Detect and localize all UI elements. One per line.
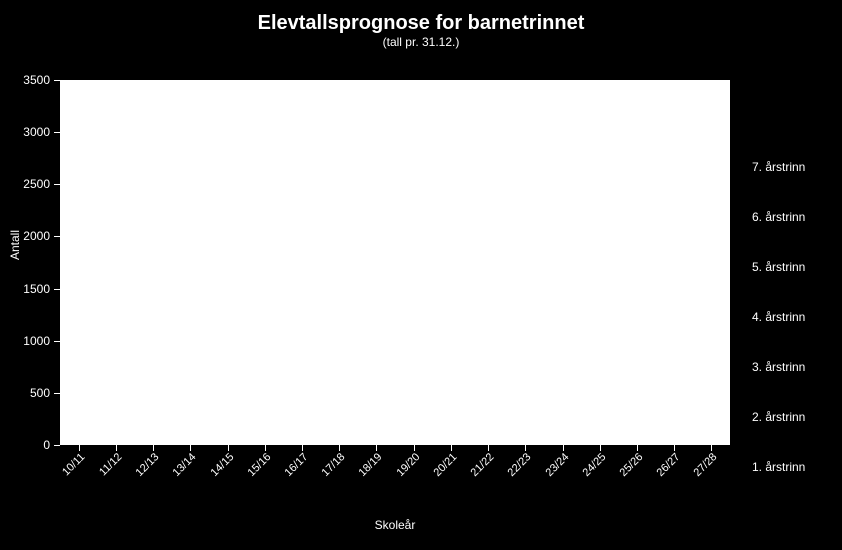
x-tick-mark <box>116 445 117 451</box>
y-tick-mark <box>54 393 60 394</box>
legend-swatch <box>740 213 748 221</box>
x-tick-mark <box>451 445 452 451</box>
x-tick-label: 16/17 <box>282 451 310 479</box>
x-tick-mark <box>674 445 675 451</box>
y-tick-label: 1000 <box>0 334 50 348</box>
x-tick-mark <box>376 445 377 451</box>
legend-item: 1. årstrinn <box>740 460 830 474</box>
y-tick-mark <box>54 341 60 342</box>
x-tick-mark <box>302 445 303 451</box>
x-tick-mark <box>339 445 340 451</box>
y-tick-label: 1500 <box>0 282 50 296</box>
y-tick-mark <box>54 236 60 237</box>
chart-title: Elevtallsprognose for barnetrinnet <box>0 12 842 35</box>
plot-container: 0500100015002000250030003500 10/1111/121… <box>60 80 730 445</box>
y-tick-label: 3500 <box>0 73 50 87</box>
x-tick-mark <box>711 445 712 451</box>
x-tick-label: 10/11 <box>60 451 87 478</box>
legend-label: 4. årstrinn <box>752 310 805 324</box>
legend-item: 3. årstrinn <box>740 360 830 374</box>
legend-label: 6. årstrinn <box>752 210 805 224</box>
plot-area <box>60 80 730 445</box>
x-tick-mark <box>600 445 601 451</box>
x-tick-label: 24/25 <box>580 451 608 479</box>
x-tick-label: 12/13 <box>134 451 162 479</box>
y-tick-label: 500 <box>0 386 50 400</box>
x-tick-mark <box>153 445 154 451</box>
y-tick-label: 2000 <box>0 229 50 243</box>
x-tick-label: 19/20 <box>394 451 422 479</box>
x-axis-label: Skoleår <box>60 518 730 532</box>
y-tick-mark <box>54 184 60 185</box>
x-tick-mark <box>637 445 638 451</box>
legend-item: 5. årstrinn <box>740 260 830 274</box>
y-tick-label: 2500 <box>0 177 50 191</box>
chart: Elevtallsprognose for barnetrinnet (tall… <box>0 0 842 550</box>
y-tick-label: 3000 <box>0 125 50 139</box>
x-tick-label: 13/14 <box>171 451 199 479</box>
x-tick-label: 25/26 <box>617 451 645 479</box>
title-block: Elevtallsprognose for barnetrinnet (tall… <box>0 0 842 49</box>
legend-label: 7. årstrinn <box>752 160 805 174</box>
x-tick-label: 22/23 <box>506 451 534 479</box>
x-tick-label: 17/18 <box>320 451 348 479</box>
x-tick-mark <box>190 445 191 451</box>
x-tick-label: 26/27 <box>655 451 683 479</box>
x-tick-label: 11/12 <box>97 451 124 478</box>
y-tick-mark <box>54 80 60 81</box>
x-tick-label: 27/28 <box>692 451 720 479</box>
x-tick-label: 14/15 <box>208 451 236 479</box>
legend-item: 4. årstrinn <box>740 310 830 324</box>
legend-swatch <box>740 413 748 421</box>
legend: 7. årstrinn 6. årstrinn 5. årstrinn 4. årst… <box>740 160 830 474</box>
legend-item: 7. årstrinn <box>740 160 830 174</box>
legend-item: 2. årstrinn <box>740 410 830 424</box>
chart-subtitle: (tall pr. 31.12.) <box>0 35 842 49</box>
x-tick-mark <box>525 445 526 451</box>
x-tick-mark <box>414 445 415 451</box>
legend-item: 6. årstrinn <box>740 210 830 224</box>
legend-label: 3. årstrinn <box>752 360 805 374</box>
x-tick-mark <box>488 445 489 451</box>
legend-swatch <box>740 313 748 321</box>
y-tick-label: 0 <box>0 438 50 452</box>
legend-label: 5. årstrinn <box>752 260 805 274</box>
x-tick-mark <box>265 445 266 451</box>
legend-swatch <box>740 163 748 171</box>
x-tick-mark <box>563 445 564 451</box>
x-tick-label: 20/21 <box>431 451 459 479</box>
y-tick-mark <box>54 445 60 446</box>
x-tick-label: 23/24 <box>543 451 571 479</box>
x-tick-label: 15/16 <box>245 451 273 479</box>
legend-swatch <box>740 263 748 271</box>
x-tick-mark <box>79 445 80 451</box>
x-tick-mark <box>228 445 229 451</box>
legend-swatch <box>740 363 748 371</box>
legend-label: 2. årstrinn <box>752 410 805 424</box>
y-tick-mark <box>54 289 60 290</box>
y-tick-mark <box>54 132 60 133</box>
x-tick-label: 18/19 <box>357 451 385 479</box>
x-tick-label: 21/22 <box>469 451 497 479</box>
legend-label: 1. årstrinn <box>752 460 805 474</box>
legend-swatch <box>740 463 748 471</box>
